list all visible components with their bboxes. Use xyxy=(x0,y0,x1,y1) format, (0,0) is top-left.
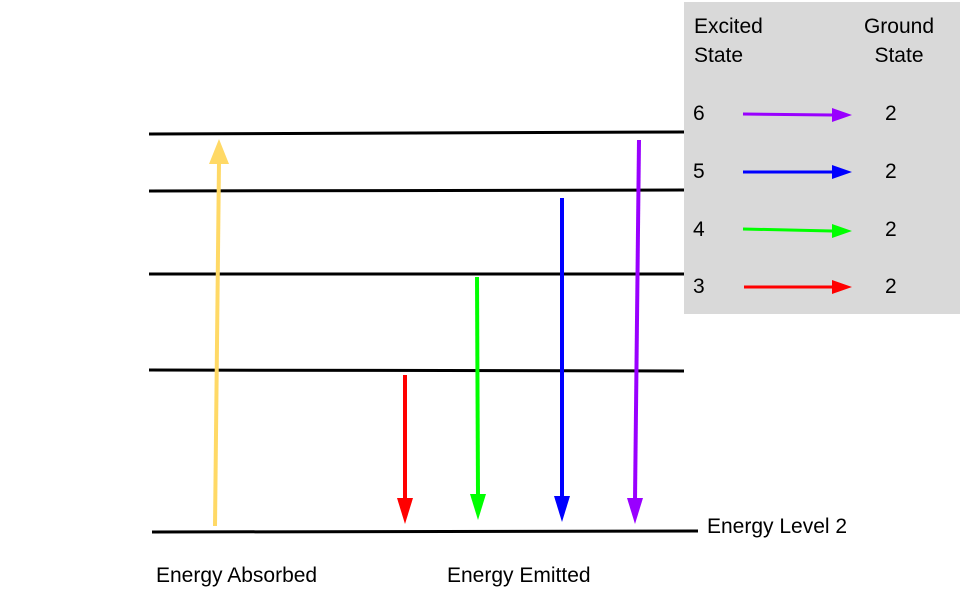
energy-emitted-label: Energy Emitted xyxy=(447,564,591,587)
legend-excited-5: 5 xyxy=(693,160,705,183)
energy-level-2-label: Energy Level 2 xyxy=(707,515,848,538)
legend-arrow-blue xyxy=(743,165,852,179)
energy-level-6-line xyxy=(148,130,685,136)
legend-ground-6: 2 xyxy=(885,102,897,125)
emission-arrow-5-to-2 xyxy=(554,198,570,522)
excited-header-line2: State xyxy=(694,44,744,67)
legend-ground-3: 2 xyxy=(885,275,897,298)
excited-header-line1: Excited xyxy=(694,15,763,38)
legend-arrow-violet xyxy=(742,108,852,122)
absorbed-arrow xyxy=(209,139,229,527)
energy-level-2-line xyxy=(151,529,699,534)
emission-arrow-6-to-2 xyxy=(627,139,643,524)
emission-arrow-4-to-2 xyxy=(470,276,486,520)
energy-level-5-line xyxy=(148,188,685,193)
legend-arrow-red xyxy=(744,280,852,294)
ground-header-line1: Ground xyxy=(863,15,935,38)
ground-header-line2: State xyxy=(874,44,924,67)
transition-legend: Excited State Ground State 6 2 5 2 4 2 3… xyxy=(684,2,960,314)
legend-excited-3: 3 xyxy=(693,275,705,298)
legend-ground-5: 2 xyxy=(885,160,897,183)
ground-state-header: Ground State xyxy=(844,12,954,70)
emission-arrow-3-to-2 xyxy=(397,375,413,524)
legend-ground-4: 2 xyxy=(885,218,897,241)
legend-excited-6: 6 xyxy=(693,102,705,125)
energy-absorbed-label: Energy Absorbed xyxy=(156,564,318,587)
excited-state-header: Excited State xyxy=(694,12,804,70)
legend-excited-4: 4 xyxy=(693,218,705,241)
legend-arrow-green xyxy=(742,224,852,238)
energy-level-3-line xyxy=(148,368,685,373)
